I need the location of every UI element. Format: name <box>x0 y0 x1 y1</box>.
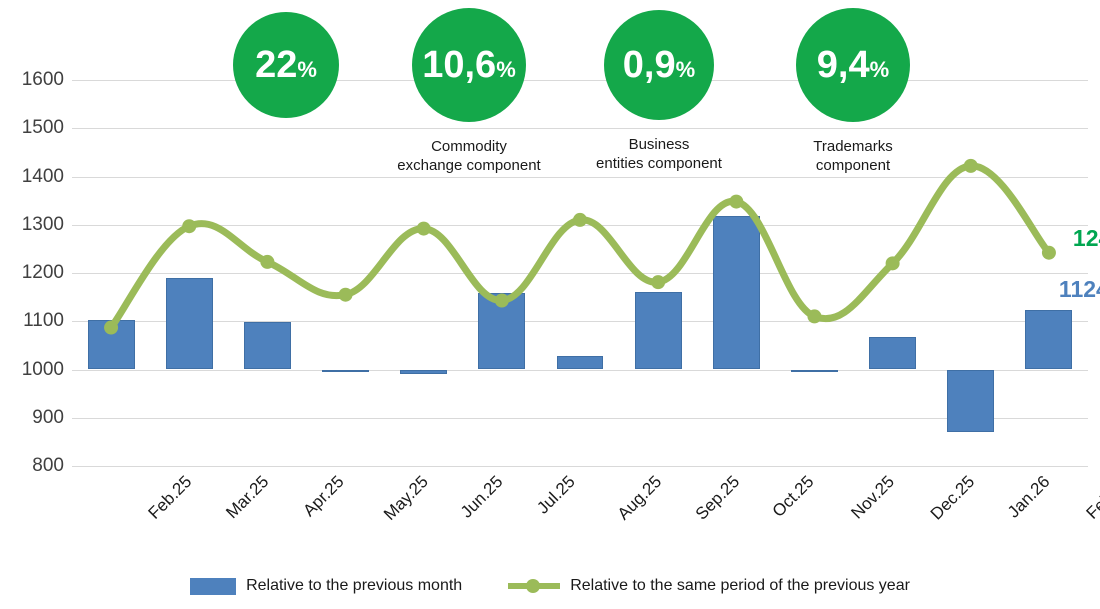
y-tick-label: 1400 <box>21 165 64 187</box>
y-tick-label: 900 <box>32 406 64 428</box>
percentage-bubble: 10,6% <box>412 8 526 122</box>
bar <box>791 369 838 372</box>
bar <box>243 321 291 370</box>
bubble-percent-sign: % <box>496 57 516 82</box>
x-tick-label: Apr.25 <box>299 472 348 521</box>
y-tick-label: 1500 <box>21 117 64 139</box>
line-swatch-icon <box>508 578 561 594</box>
gridline <box>72 224 1088 226</box>
bubble-value: 0,9 <box>622 44 676 86</box>
chart-legend: Relative to the previous month Relative … <box>0 577 1100 595</box>
bubble-value: 9,4 <box>816 44 870 86</box>
x-tick-label: Jun.25 <box>456 472 507 522</box>
bar <box>1025 309 1073 370</box>
gridline <box>72 321 1088 323</box>
legend-label-line: Relative to the same period of the previ… <box>570 577 910 594</box>
x-tick-label: Mar.25 <box>222 472 273 523</box>
gridline <box>72 417 1088 419</box>
bubble-percent-sign: % <box>675 57 696 82</box>
x-tick-label: Nov.25 <box>847 472 899 523</box>
y-tick-label: 1300 <box>21 213 64 235</box>
line-marker <box>260 254 275 269</box>
bar <box>556 355 604 370</box>
bar <box>712 216 760 370</box>
bar <box>322 369 369 372</box>
bar <box>87 319 135 370</box>
bar-swatch-icon <box>190 577 237 595</box>
bar <box>634 291 682 370</box>
bar <box>869 337 917 370</box>
legend-item-line: Relative to the same period of the previ… <box>508 577 910 595</box>
gridline <box>72 466 1088 467</box>
line-path <box>107 162 1053 332</box>
bubble-caption: Trademarks component <box>813 138 893 174</box>
bar <box>947 369 995 432</box>
bubble-value: 10,6 <box>422 44 497 86</box>
y-tick-label: 1000 <box>21 358 64 380</box>
y-tick-label: 1200 <box>21 262 64 283</box>
bubble-value: 22 <box>255 44 298 86</box>
bubble-percent-sign: % <box>297 57 317 82</box>
bar <box>400 369 448 374</box>
bubble-percent-sign: % <box>869 57 890 82</box>
data-label-line-last: 1242 <box>1072 224 1100 251</box>
gridline <box>72 176 1088 178</box>
line-marker <box>963 158 978 173</box>
x-tick-label: Sep.25 <box>691 472 744 524</box>
legend-item-bar: Relative to the previous month <box>190 577 462 595</box>
line-marker <box>338 287 353 302</box>
percentage-bubble: 9,4% <box>796 8 910 122</box>
line-marker <box>182 219 197 234</box>
gridline <box>72 128 1088 130</box>
bar <box>165 277 213 370</box>
bar <box>478 292 526 370</box>
bubble-caption: Business entities component <box>596 136 722 172</box>
data-label-bar-last: 1124 <box>1058 275 1100 302</box>
line-marker <box>885 256 900 271</box>
gridline <box>72 273 1088 274</box>
line-marker <box>1041 245 1056 260</box>
legend-label-bar: Relative to the previous month <box>246 577 463 594</box>
gridline <box>72 369 1088 371</box>
bubble-caption: Commodity exchange component <box>397 138 541 174</box>
x-tick-label: Feb.26 <box>1082 472 1100 523</box>
x-tick-label: Dec.25 <box>926 472 978 524</box>
y-tick-label: 1100 <box>23 310 64 332</box>
line-marker <box>651 275 666 290</box>
x-tick-label: Feb.25 <box>144 472 196 523</box>
x-tick-label: May.25 <box>379 472 432 524</box>
x-tick-label: Jul.25 <box>533 472 579 518</box>
y-tick-label: 800 <box>32 455 64 476</box>
x-tick-label: Jan.26 <box>1003 472 1054 522</box>
x-tick-label: Aug.25 <box>613 472 666 524</box>
y-tick-label: 1600 <box>21 69 64 90</box>
percentage-bubble: 0,9% <box>604 10 714 120</box>
percentage-bubble: 22% <box>233 12 339 118</box>
gridline <box>72 80 1088 81</box>
line-marker <box>416 221 431 236</box>
line-marker <box>729 194 744 209</box>
x-tick-label: Oct.25 <box>768 472 818 521</box>
